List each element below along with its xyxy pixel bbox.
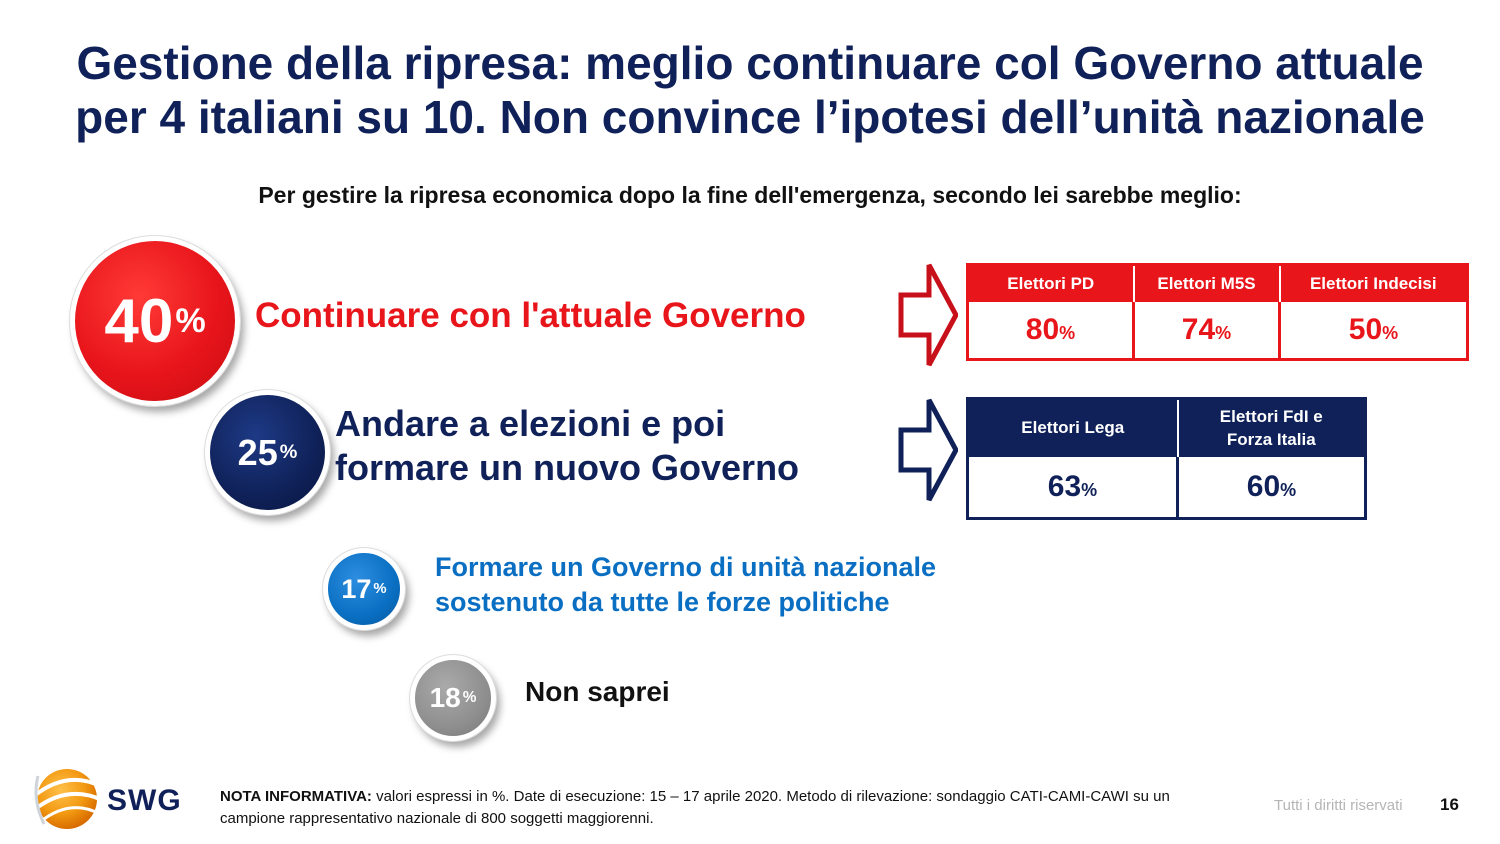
bubble-pct-4: % xyxy=(462,689,477,706)
title-line-2: per 4 italiani su 10. Non convince l’ipo… xyxy=(75,91,1425,143)
arrow-right-icon-navy xyxy=(898,398,958,502)
option-label-1: Continuare con l'attuale Governo xyxy=(255,296,806,336)
option-label-1-text: Continuare con l'attuale Governo xyxy=(255,296,806,335)
title-line-1: Gestione della ripresa: meglio continuar… xyxy=(76,37,1424,89)
table-1-value-pd: 80% xyxy=(967,301,1135,360)
breakdown-table-1: Elettori PD Elettori M5S Elettori Indeci… xyxy=(966,263,1469,361)
option-label-2-line-2: formare un nuovo Governo xyxy=(335,447,800,488)
bubble-option-3: 17% xyxy=(322,547,406,631)
bubble-option-2: 25% xyxy=(204,389,331,516)
survey-question: Per gestire la ripresa economica dopo la… xyxy=(258,182,1242,208)
bubble-value-2: 25 xyxy=(237,431,278,473)
option-label-2: Andare a elezioni e poi formare un nuovo… xyxy=(335,402,799,490)
option-label-4: Non saprei xyxy=(525,676,670,708)
rights-text: Tutti i diritti riservati xyxy=(1274,797,1403,814)
footer-note: NOTA INFORMATIVA: valori espressi in %. … xyxy=(220,786,1210,830)
table-1-value-m5s: 74% xyxy=(1133,301,1281,360)
swg-logo-icon xyxy=(32,769,103,829)
option-label-3-line-2: sostenuto da tutte le forze politiche xyxy=(435,587,890,617)
arrow-right-icon-red xyxy=(898,263,958,367)
option-label-3: Formare un Governo di unità nazionale so… xyxy=(435,550,936,620)
logo-text: SWG xyxy=(107,784,182,817)
bubble-pct-2: % xyxy=(279,441,298,463)
footer-note-text: valori espressi in %. Date di esecuzione… xyxy=(220,788,1170,827)
bubble-option-4: 18% xyxy=(409,654,497,742)
table-2-header-lega: Elettori Lega xyxy=(967,398,1179,457)
table-1-value-indecisi: 50% xyxy=(1279,301,1468,360)
option-label-2-line-1: Andare a elezioni e poi xyxy=(335,403,726,444)
table-2-header-fdi-fi: Elettori FdI e Forza Italia xyxy=(1219,407,1323,450)
page-number: 16 xyxy=(1440,795,1459,814)
option-label-4-text: Non saprei xyxy=(525,676,670,707)
table-1-header-indecisi: Elettori Indecisi xyxy=(1309,273,1437,293)
bubble-pct-1: % xyxy=(175,301,206,340)
footer-note-label: NOTA INFORMATIVA: xyxy=(220,788,372,805)
bubble-value-4: 18 xyxy=(429,682,461,713)
option-label-3-line-1: Formare un Governo di unità nazionale xyxy=(435,552,937,582)
table-2-value-lega: 63% xyxy=(967,456,1179,519)
bubble-value-3: 17 xyxy=(341,573,372,604)
page-title: Gestione della ripresa: meglio continuar… xyxy=(0,36,1500,144)
breakdown-table-2: Elettori Lega Elettori FdI e Forza Itali… xyxy=(966,397,1367,520)
bubble-value-1: 40 xyxy=(104,286,174,356)
table-2-value-fdi-fi: 60% xyxy=(1177,456,1366,519)
bubble-option-1: 40% xyxy=(69,235,241,407)
table-1-header-m5s: Elettori M5S xyxy=(1133,264,1281,302)
table-1-header-pd: Elettori PD xyxy=(967,264,1135,302)
bubble-pct-3: % xyxy=(373,581,387,597)
